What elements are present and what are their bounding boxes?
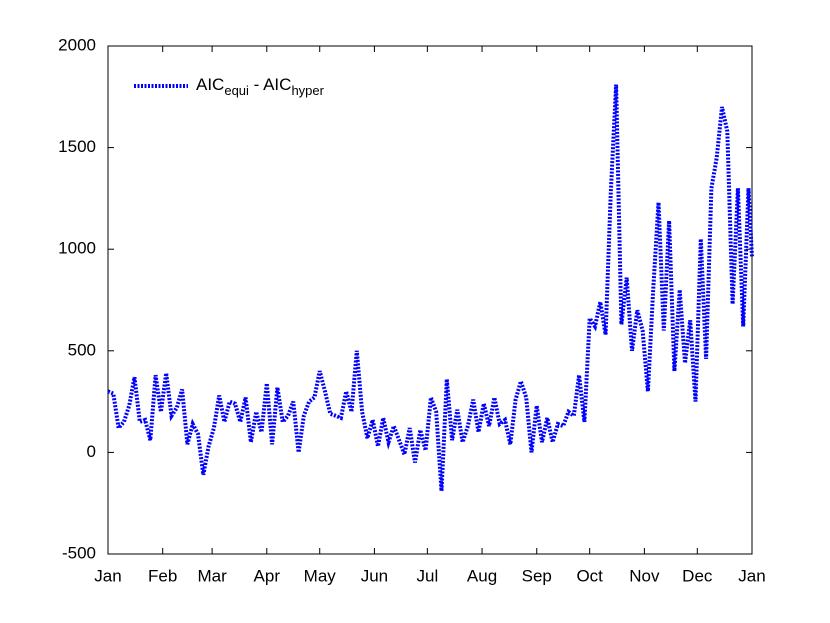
x-tick-label: Dec — [682, 566, 713, 585]
x-tick-label: Nov — [629, 566, 660, 585]
legend-subscript: equi — [224, 83, 249, 98]
x-tick-label: Feb — [148, 566, 177, 585]
y-tick-label: 2000 — [58, 35, 96, 54]
legend-label: AICequi - AIChyper — [196, 75, 325, 98]
x-tick-label: Mar — [197, 566, 227, 585]
x-tick-label: May — [304, 566, 337, 585]
plot-frame — [107, 45, 753, 555]
x-tick-label: Oct — [576, 566, 603, 585]
y-tick-label: 1500 — [58, 137, 96, 156]
legend-subscript: hyper — [291, 83, 324, 98]
x-tick-label: Jan — [738, 566, 765, 585]
legend-text: - AIC — [249, 75, 292, 94]
x-tick-label: Sep — [522, 566, 552, 585]
y-tick-label: -500 — [62, 543, 96, 562]
y-tick-label: 0 — [87, 442, 96, 461]
x-tick-label: Aug — [467, 566, 497, 585]
x-tick-label: Apr — [254, 566, 281, 585]
x-tick-label: Jul — [416, 566, 438, 585]
y-tick-label: 500 — [68, 340, 96, 359]
x-tick-label: Jun — [361, 566, 388, 585]
data-line — [107, 84, 754, 492]
y-tick-label: 1000 — [58, 239, 96, 258]
x-tick-label: Jan — [94, 566, 121, 585]
legend-text: AIC — [196, 75, 224, 94]
